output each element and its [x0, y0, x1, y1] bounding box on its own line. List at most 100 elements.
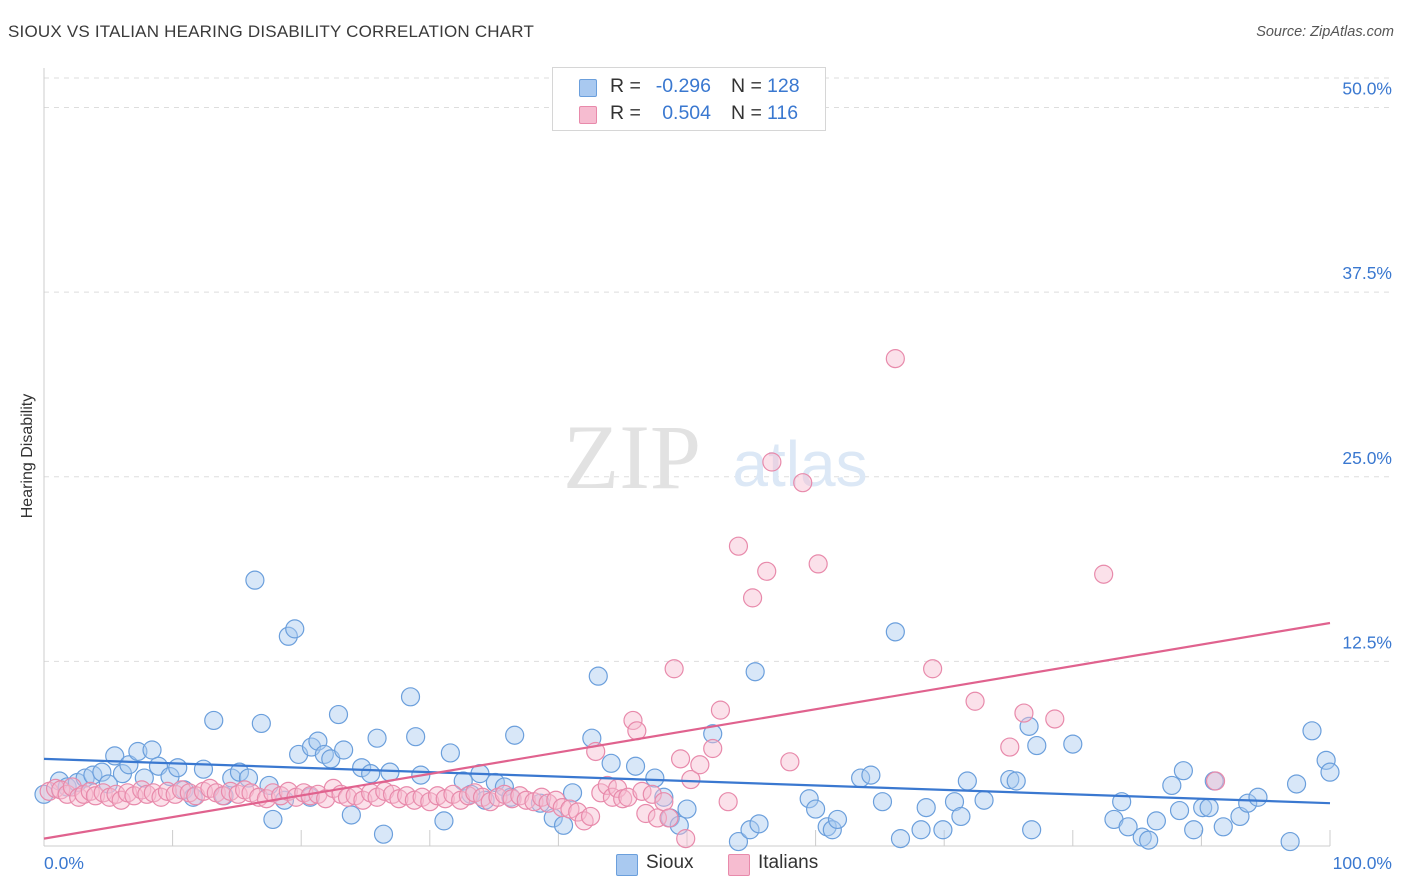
- data-point-sioux: [245, 570, 265, 590]
- data-point-sioux: [530, 793, 550, 813]
- data-point-sioux: [817, 817, 837, 837]
- data-point-italians: [780, 752, 800, 772]
- data-point-sioux: [341, 805, 361, 825]
- watermark-atlas: atlas: [732, 428, 867, 500]
- legend-r-label: R =: [610, 75, 641, 97]
- data-point-sioux: [885, 622, 905, 642]
- data-point-italians: [220, 781, 241, 801]
- data-point-sioux: [1248, 787, 1268, 807]
- data-point-italians: [420, 792, 440, 812]
- data-point-sioux: [1027, 735, 1047, 756]
- legend-n-value-sioux: 128: [767, 75, 800, 97]
- data-point-sioux: [645, 768, 665, 788]
- data-point-sioux: [1146, 811, 1166, 831]
- data-point-italians: [602, 787, 623, 807]
- data-point-sioux: [805, 799, 826, 819]
- data-point-italians: [516, 790, 536, 810]
- tick-labels: 12.5% 25.0% 37.5% 50.0% 0.0% 100.0%: [44, 79, 1392, 873]
- y-tick-label: 37.5%: [1342, 263, 1392, 283]
- data-point-italians: [793, 473, 813, 493]
- data-point-sioux: [890, 829, 911, 849]
- legend-n-label: N =: [731, 102, 762, 124]
- source-label: Source: ZipAtlas.com: [1256, 24, 1394, 40]
- data-point-sioux: [251, 713, 271, 734]
- data-point-italians: [642, 784, 662, 804]
- watermark-zip: ZIP: [563, 406, 701, 508]
- data-point-italians: [404, 790, 424, 810]
- data-point-italians: [670, 749, 691, 769]
- data-point-sioux: [278, 626, 298, 646]
- data-point-sioux: [827, 809, 848, 830]
- data-point-italians: [762, 452, 782, 472]
- points-layer: [34, 349, 1340, 852]
- data-point-italians: [69, 787, 89, 807]
- data-point-sioux: [1286, 774, 1307, 794]
- legend-swatch-sioux: [579, 79, 597, 97]
- legend-n-value-italians: 116: [767, 102, 799, 124]
- data-point-sioux: [204, 710, 224, 731]
- data-point-italians: [560, 799, 580, 819]
- data-point-italians: [62, 777, 82, 797]
- data-point-sioux: [1184, 820, 1204, 840]
- data-point-italians: [808, 554, 828, 574]
- data-point-sioux: [677, 799, 697, 819]
- data-point-sioux: [406, 727, 426, 747]
- data-point-italians: [552, 797, 572, 818]
- data-point-sioux: [916, 797, 936, 818]
- trend-layer: [43, 621, 1331, 840]
- data-point-italians: [623, 710, 643, 731]
- data-point-sioux: [745, 662, 765, 682]
- data-point-italians: [353, 790, 373, 810]
- data-point-italians: [659, 808, 679, 828]
- data-point-italians: [690, 755, 710, 775]
- data-point-sioux: [494, 777, 514, 797]
- data-point-sioux: [911, 820, 931, 840]
- legend-r-label: R =: [610, 102, 641, 124]
- data-point-sioux: [367, 728, 387, 748]
- data-point-sioux: [588, 666, 608, 686]
- data-point-sioux: [1316, 750, 1336, 770]
- data-point-sioux: [553, 815, 574, 835]
- data-point-sioux: [128, 741, 148, 762]
- data-point-sioux: [1173, 761, 1193, 781]
- data-point-italians: [703, 738, 723, 759]
- data-point-italians: [757, 561, 777, 581]
- data-point-sioux: [1320, 762, 1340, 782]
- data-point-sioux: [119, 755, 139, 775]
- data-point-italians: [718, 792, 738, 812]
- data-point-sioux: [951, 806, 971, 827]
- data-point-sioux: [822, 820, 842, 840]
- legend-r-value-sioux: -0.296: [655, 75, 711, 97]
- data-point-sioux: [1063, 734, 1083, 754]
- data-point-italians: [111, 790, 131, 810]
- x-tick-label-max: 100.0%: [1333, 853, 1392, 873]
- data-point-sioux: [703, 724, 723, 744]
- data-point-sioux: [933, 820, 953, 840]
- data-point-sioux: [799, 789, 819, 809]
- data-point-sioux: [562, 783, 583, 803]
- data-point-sioux: [1199, 797, 1219, 818]
- data-point-sioux: [193, 759, 214, 779]
- data-point-italians: [137, 784, 157, 804]
- data-point-sioux: [92, 762, 112, 782]
- data-point-italians: [647, 808, 668, 828]
- data-point-sioux: [328, 704, 349, 725]
- y-tick-label: 12.5%: [1342, 632, 1392, 652]
- data-point-sioux: [1213, 817, 1233, 837]
- data-point-sioux: [400, 687, 421, 707]
- data-point-sioux: [625, 756, 646, 776]
- x-tick-label-min: 0.0%: [44, 853, 84, 873]
- data-point-sioux: [134, 768, 154, 788]
- data-point-italians: [636, 803, 656, 824]
- data-point-italians: [263, 783, 283, 803]
- data-point-sioux: [654, 787, 674, 807]
- y-tick-label: 25.0%: [1342, 448, 1392, 468]
- data-point-italians: [538, 793, 558, 813]
- data-point-sioux: [1139, 830, 1159, 850]
- chart-title: SIOUX VS ITALIAN HEARING DISABILITY CORR…: [8, 22, 535, 41]
- watermark: ZIP atlas: [563, 406, 868, 508]
- data-point-sioux: [142, 740, 162, 760]
- data-point-sioux: [373, 824, 394, 844]
- data-point-sioux: [168, 758, 188, 778]
